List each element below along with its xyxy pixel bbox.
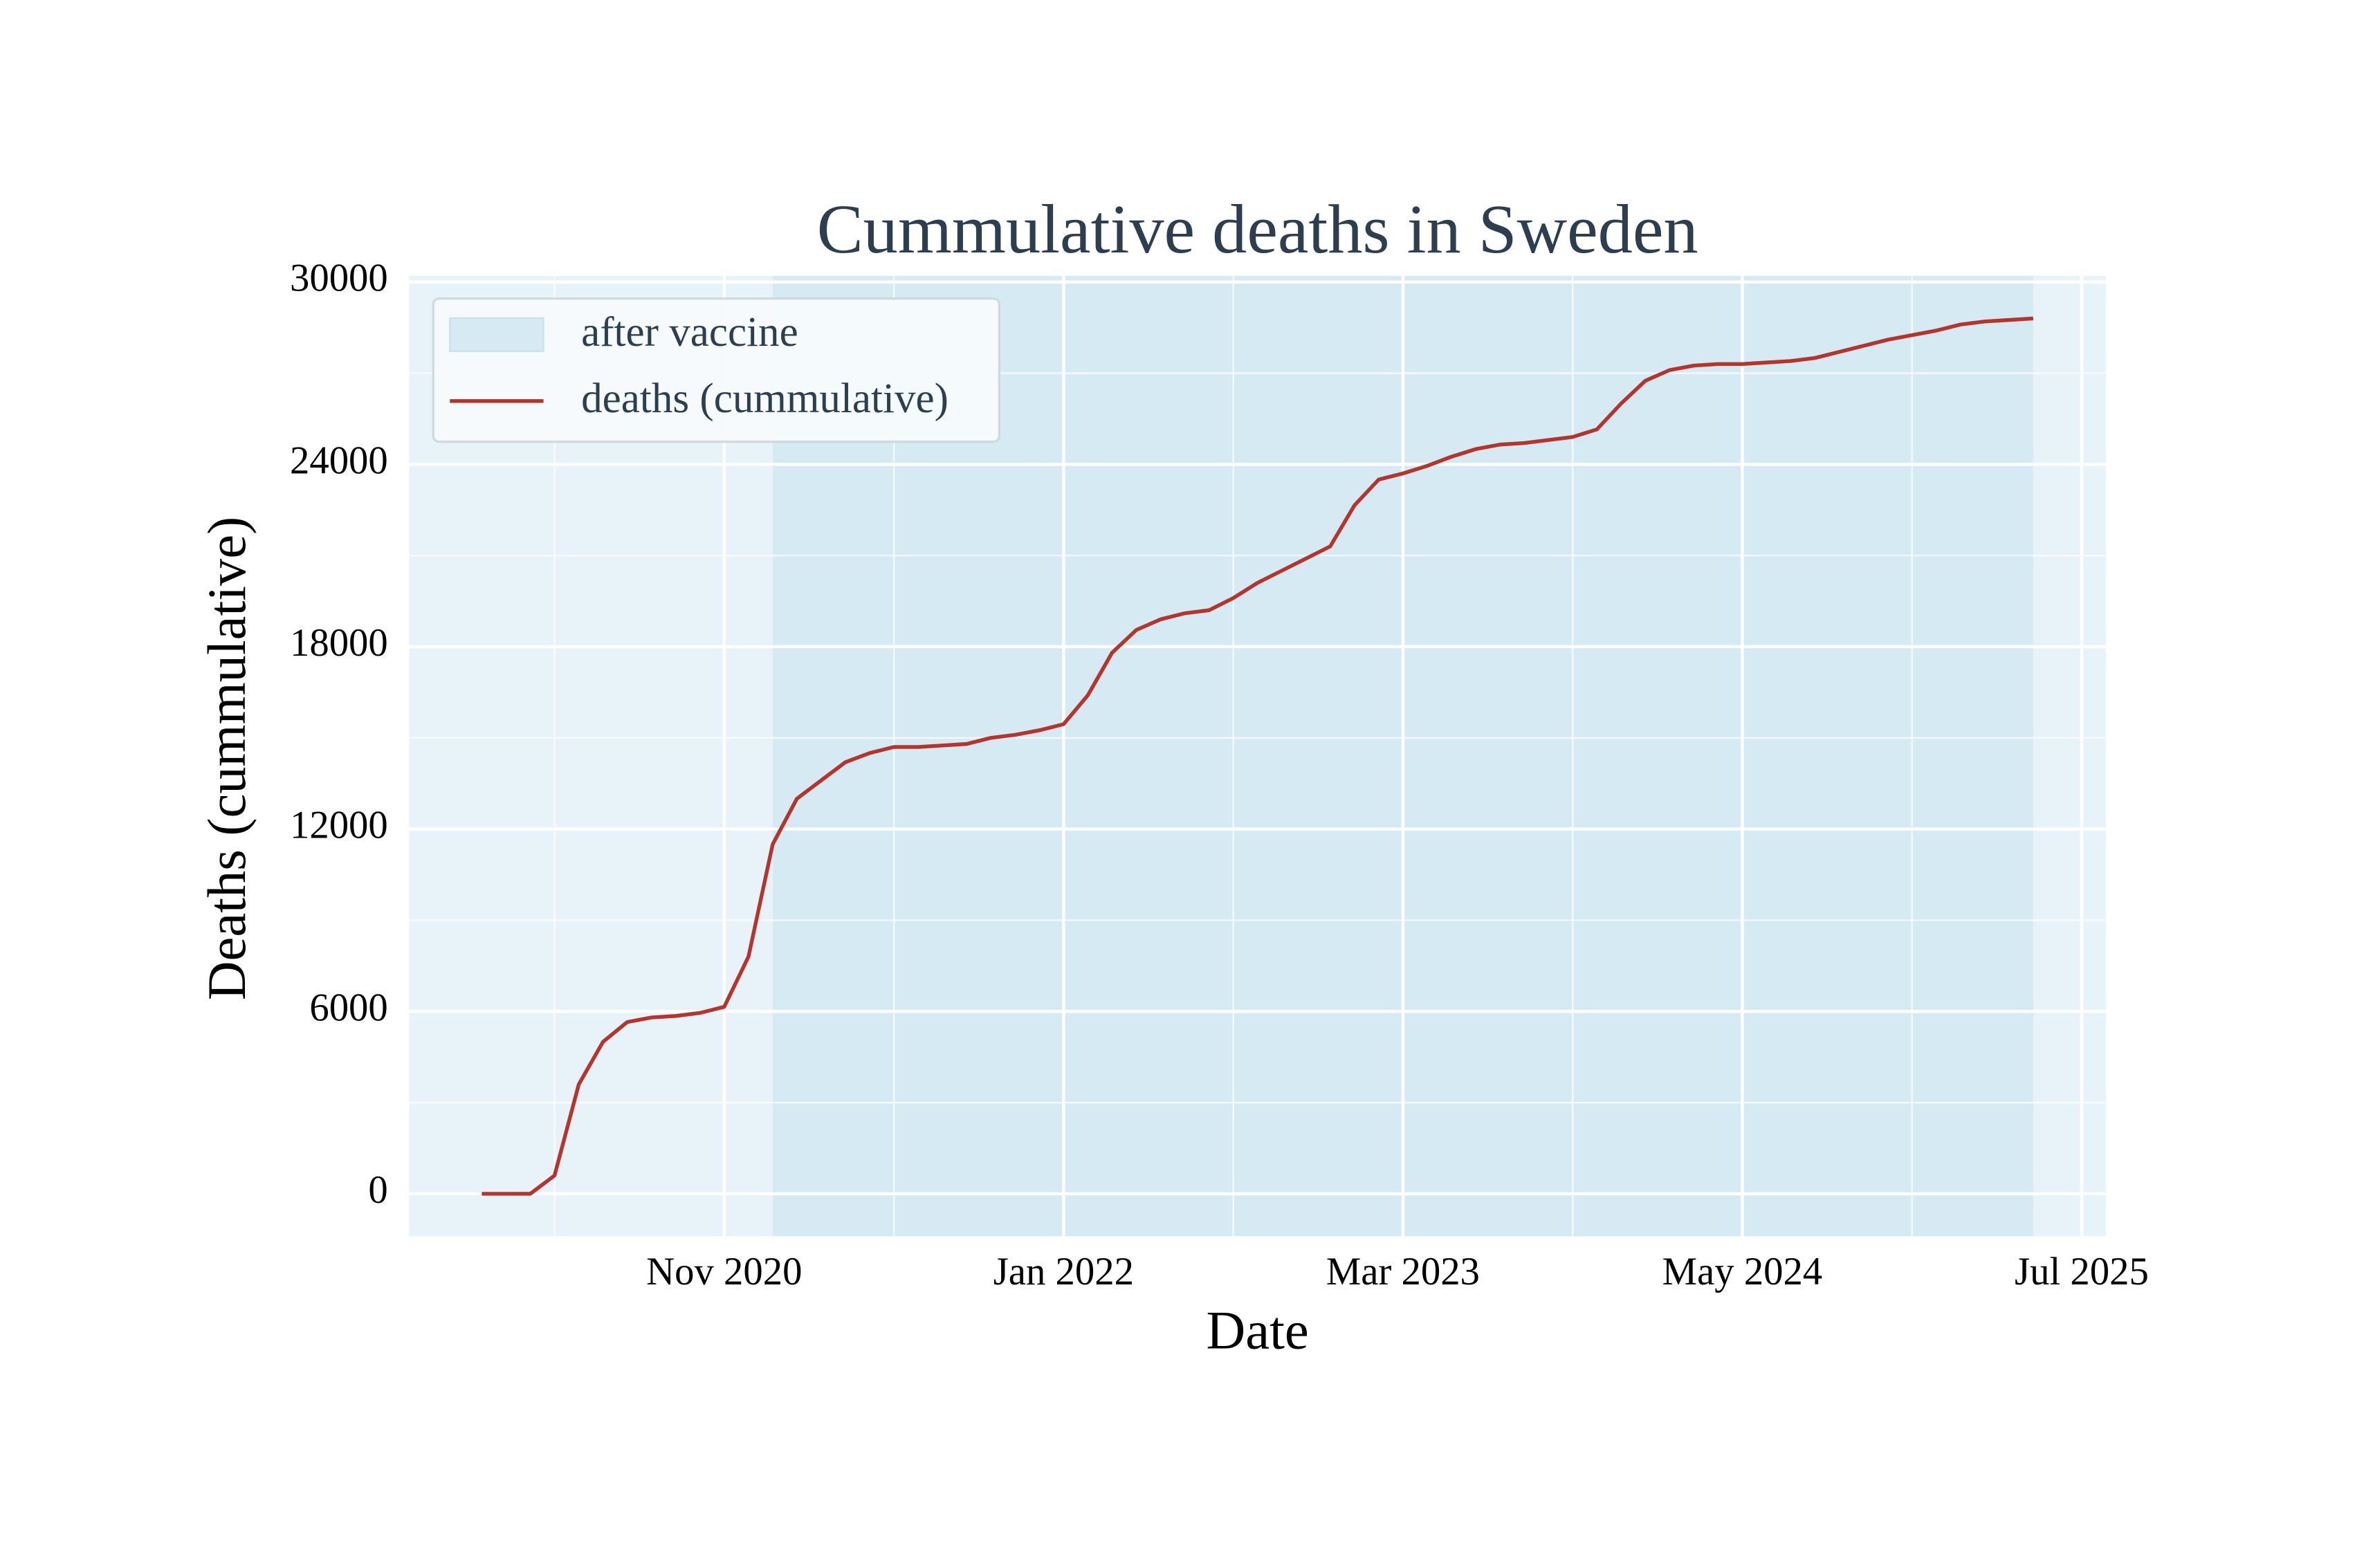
y-tick-label: 24000 bbox=[290, 439, 388, 482]
x-tick-label: Jan 2022 bbox=[993, 1250, 1134, 1293]
y-axis-label: Deaths (cummulative) bbox=[196, 517, 257, 1000]
chart-title: Cummulative deaths in Sweden bbox=[817, 191, 1698, 268]
x-tick-label: Jul 2025 bbox=[2015, 1250, 2149, 1293]
x-tick-label: Nov 2020 bbox=[646, 1250, 802, 1293]
legend-box bbox=[432, 297, 1001, 443]
legend-label: deaths (cummulative) bbox=[581, 376, 949, 422]
y-tick-label: 0 bbox=[368, 1168, 387, 1212]
y-tick-label: 12000 bbox=[290, 804, 388, 847]
y-tick-label: 6000 bbox=[309, 986, 387, 1029]
y-tick-label: 18000 bbox=[290, 621, 388, 665]
x-tick-label: Mar 2023 bbox=[1326, 1250, 1480, 1293]
data-line bbox=[482, 316, 2034, 1196]
x-tick-label: May 2024 bbox=[1662, 1250, 1823, 1293]
legend-label: after vaccine bbox=[581, 309, 798, 356]
legend-swatch bbox=[449, 317, 544, 352]
x-axis-label: Date bbox=[1207, 1300, 1309, 1360]
y-tick-label: 30000 bbox=[290, 257, 388, 300]
